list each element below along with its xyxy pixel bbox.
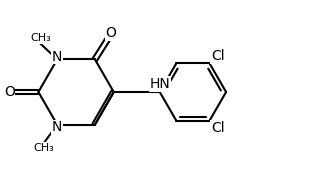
Text: N: N — [52, 120, 62, 134]
Text: Cl: Cl — [211, 49, 225, 63]
Text: N: N — [52, 50, 62, 64]
Text: Cl: Cl — [211, 121, 225, 135]
Text: HN: HN — [150, 77, 170, 91]
Text: CH₃: CH₃ — [30, 33, 51, 43]
Text: O: O — [106, 26, 117, 40]
Text: CH₃: CH₃ — [34, 143, 54, 153]
Text: O: O — [4, 85, 15, 99]
